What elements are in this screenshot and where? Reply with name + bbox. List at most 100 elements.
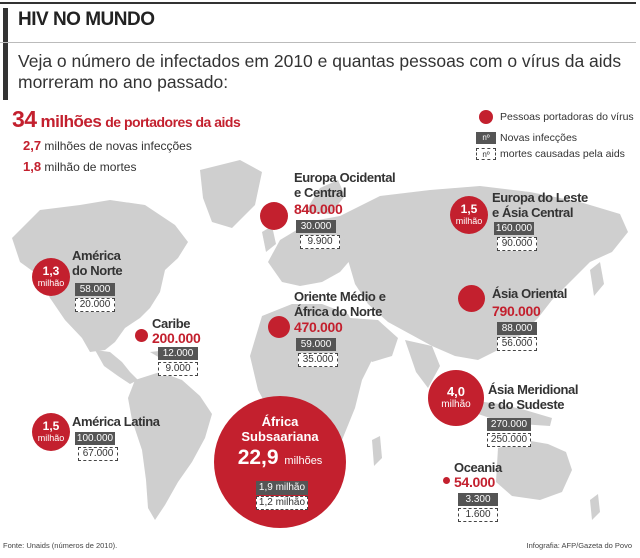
- legend-deaths-symbol: nº: [476, 148, 496, 160]
- bubble-america-norte: 1,3 milhão: [32, 258, 70, 296]
- region-europa-ocidental-name: Europa Ocidental e Central: [294, 170, 396, 200]
- region-name-line: América: [72, 248, 121, 263]
- region-europa-ocidental-deaths: 9.900: [300, 235, 340, 249]
- summary-deaths: 1,8 milhão de mortes: [23, 159, 136, 174]
- region-asia-oriental-new: 88.000: [497, 322, 537, 335]
- region-caribe-total: 200.000: [152, 330, 201, 346]
- title-divider: [0, 42, 636, 43]
- region-oceania-deaths: 1.600: [458, 508, 498, 522]
- bubble-unit: milhões: [284, 455, 323, 467]
- bubble-unit: milhão: [37, 278, 65, 288]
- summary-new-text: milhões de novas infecções: [44, 139, 192, 153]
- region-asia-oriental-total: 790.000: [492, 303, 541, 319]
- region-america-latina-deaths: 67.000: [78, 447, 118, 461]
- australia-shape: [496, 440, 572, 500]
- uk-shape: [262, 226, 276, 252]
- region-europa-ocidental-total: 840.000: [294, 201, 343, 217]
- bubble-caribe: [135, 329, 148, 342]
- central-america-shape: [95, 350, 138, 384]
- legend-new-symbol: nº: [476, 132, 496, 144]
- region-america-latina-name: América Latina: [72, 414, 160, 429]
- legend-deaths-label: mortes causadas pela aids: [500, 148, 625, 160]
- japan-shape: [590, 262, 604, 296]
- summary-deaths-number: 1,8: [23, 159, 42, 174]
- region-america-norte-new: 58.000: [75, 283, 115, 296]
- bubble-value: 1,5: [42, 419, 60, 433]
- bubble-value: 1,5: [460, 202, 478, 216]
- region-oriente-medio-total: 470.000: [294, 319, 343, 335]
- region-name-line: Oriente Médio e: [294, 289, 386, 304]
- bubble-unit: milhão: [37, 433, 65, 443]
- europe-shape: [268, 216, 365, 286]
- bubble-value: 22,9: [237, 446, 279, 469]
- bubble-europa-leste: 1,5 milhão: [450, 196, 488, 234]
- region-asia-meridional-new: 270.000: [487, 418, 531, 431]
- region-oriente-medio-name: Oriente Médio e África do Norte: [294, 289, 386, 319]
- region-asia-meridional-name: Ásia Meridional e do Sudeste: [488, 382, 578, 412]
- region-name-line: Ásia Meridional: [488, 382, 579, 397]
- region-europa-ocidental-new: 30.000: [296, 220, 336, 233]
- region-name-line: Oceania: [454, 460, 502, 475]
- subtitle: Veja o número de infectados em 2010 e qu…: [18, 51, 622, 92]
- region-oceania-total: 54.000: [454, 474, 496, 490]
- bubble-asia-oriental: [458, 285, 485, 312]
- summary-total-number: 34: [12, 106, 37, 132]
- region-name-line: Caribe: [152, 316, 191, 331]
- africa-shape: [250, 304, 372, 488]
- madagascar-shape: [372, 436, 382, 466]
- bubble-america-latina: 1,5 milhão: [32, 413, 70, 451]
- region-oceania-new: 3.300: [458, 493, 498, 506]
- bubble-europa-ocidental: [260, 202, 288, 230]
- asia-shape: [340, 186, 628, 360]
- bubble-asia-meridional: 4,0 milhão: [428, 370, 484, 426]
- arabia-shape: [350, 318, 398, 362]
- region-name-line: América Latina: [72, 414, 160, 429]
- new-zealand-shape: [590, 494, 600, 520]
- region-name-line: Ásia Oriental: [492, 286, 567, 301]
- region-europa-leste-new: 160.000: [494, 222, 534, 235]
- region-oriente-medio-deaths: 35.000: [298, 353, 338, 367]
- region-oceania-name: Oceania: [454, 460, 502, 475]
- bubble-unit: milhão: [441, 399, 471, 410]
- legend-new-label: Novas infecções: [500, 132, 578, 144]
- region-africa-deaths: 1,2 milhão: [256, 496, 308, 510]
- legend-carriers-dot: [479, 110, 493, 124]
- region-oriente-medio-new: 59.000: [296, 338, 336, 351]
- summary-total-text: de portadores da aids: [105, 114, 241, 130]
- summary-new-infections: 2,7 milhões de novas infecções: [23, 138, 192, 153]
- summary-deaths-text: milhão de mortes: [44, 160, 137, 174]
- bubble-value: 4,0: [446, 384, 466, 399]
- bubble-value: 1,3: [42, 264, 60, 278]
- region-name-line: África do Norte: [294, 304, 382, 319]
- region-name-line: Europa Ocidental: [294, 170, 396, 185]
- north-america-shape: [12, 200, 188, 352]
- region-name-line: Europa do Leste: [492, 190, 588, 205]
- bubble-name-line: Subsaariana: [241, 429, 319, 444]
- india-shape: [405, 340, 440, 388]
- region-america-norte-name: América do Norte: [72, 248, 123, 278]
- bubble-name-line: África: [261, 414, 299, 429]
- source-note: Fonte: Unaids (números de 2010).: [3, 541, 118, 550]
- region-asia-meridional-deaths: 250.000: [487, 433, 531, 447]
- region-caribe-new: 12.000: [158, 347, 198, 360]
- bubble-unit: milhão: [455, 216, 483, 226]
- region-america-latina-new: 100.000: [75, 432, 115, 445]
- bubble-oceania: [443, 477, 450, 484]
- summary-new-number: 2,7: [23, 138, 42, 153]
- summary-total: 34 milhões de portadores da aids: [12, 106, 241, 133]
- south-america-shape: [128, 372, 212, 520]
- region-name-line: do Norte: [72, 263, 123, 278]
- region-asia-oriental-name: Ásia Oriental: [492, 286, 567, 301]
- region-asia-oriental-deaths: 56.000: [497, 337, 537, 351]
- top-rule: [0, 2, 636, 4]
- region-america-norte-deaths: 20.000: [75, 298, 115, 312]
- greenland-shape: [200, 160, 262, 228]
- title-accent-bar: [3, 8, 8, 100]
- region-africa-new: 1,9 milhão: [256, 481, 308, 495]
- legend-carriers-label: Pessoas portadoras do vírus: [500, 111, 634, 123]
- bubble-oriente-medio: [268, 316, 290, 338]
- bubble-value-line: 22,9 milhões: [214, 446, 346, 470]
- credit-note: Infografia: AFP/Gazeta do Povo: [526, 541, 632, 550]
